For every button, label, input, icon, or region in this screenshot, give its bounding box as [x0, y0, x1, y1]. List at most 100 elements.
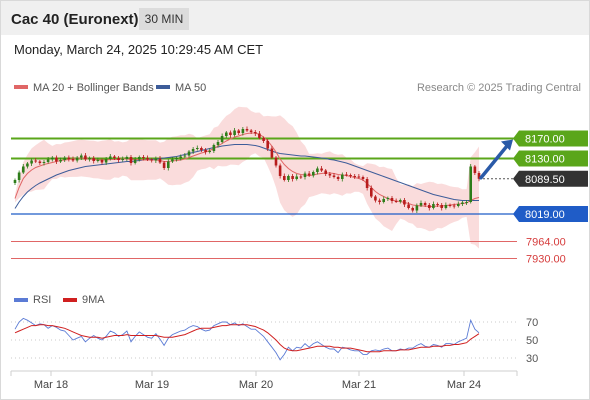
candle-body	[448, 205, 452, 206]
candle	[428, 203, 431, 211]
header-bar: Cac 40 (Euronext) 30 MIN	[1, 1, 589, 35]
candle-body	[220, 136, 224, 142]
candle	[374, 195, 377, 203]
candle	[403, 198, 406, 207]
candle	[407, 202, 410, 210]
rsi-tick-label: 50	[526, 335, 538, 347]
candle-body	[225, 132, 228, 136]
candle-body	[84, 155, 87, 160]
x-tick-label: Mar 20	[239, 379, 273, 391]
candle-body	[104, 159, 108, 163]
candle-body	[378, 200, 381, 202]
candle	[266, 139, 269, 151]
candle	[444, 202, 448, 210]
candle-body	[191, 149, 195, 152]
candle	[92, 156, 95, 164]
x-axis: Mar 18 Mar 19 Mar 20 Mar 21 Mar 24	[10, 371, 518, 391]
candle-body	[303, 173, 307, 177]
candle	[233, 128, 236, 137]
candle-body	[13, 180, 17, 183]
rsi-plot-area: 70 50 30	[11, 317, 538, 365]
candle-body	[295, 176, 298, 179]
candle-body	[336, 177, 340, 179]
rsi-tick-label: 30	[526, 353, 538, 365]
candle	[473, 165, 477, 175]
candle-body	[175, 158, 178, 160]
candle-body	[274, 157, 278, 166]
candle-body	[316, 168, 319, 172]
candle-body	[328, 174, 332, 176]
candle-body	[96, 160, 100, 161]
candle	[13, 178, 17, 185]
candle	[469, 164, 472, 204]
candle-body	[390, 198, 394, 201]
candle	[419, 200, 423, 207]
candle-body	[266, 141, 269, 149]
candle-body	[278, 165, 282, 176]
candle	[196, 145, 199, 151]
candle	[386, 196, 390, 201]
candle-body	[411, 208, 414, 211]
candle	[88, 156, 91, 162]
candle-body	[307, 173, 311, 176]
candle-body	[34, 160, 37, 162]
candle	[312, 170, 315, 178]
candle	[183, 153, 187, 158]
candle	[96, 157, 100, 163]
candle-body	[469, 166, 472, 202]
candle	[216, 140, 220, 148]
candle-body	[196, 148, 199, 149]
candle	[158, 156, 162, 164]
candle	[287, 174, 290, 182]
support-tag-bg	[513, 206, 588, 222]
rsi-ma-legend-swatch	[63, 298, 77, 302]
candle	[415, 203, 419, 213]
candle	[283, 173, 286, 182]
candle	[477, 171, 481, 182]
candle-body	[423, 203, 427, 205]
candle	[142, 155, 145, 161]
candle	[191, 147, 195, 154]
x-tick-label: Mar 19	[135, 379, 169, 391]
resistance-price-tag: 8130.00	[513, 150, 588, 167]
candle	[38, 160, 42, 165]
candle	[179, 154, 182, 161]
timeframe-badge[interactable]: 30 MIN	[139, 8, 189, 30]
candle-body	[312, 172, 315, 176]
support-price-tag: 8019.00	[513, 206, 588, 222]
candle-body	[92, 158, 95, 161]
candle-body	[394, 201, 398, 202]
candle-body	[59, 160, 62, 162]
candle-body	[444, 205, 448, 208]
candle-body	[142, 157, 145, 158]
candle-body	[254, 132, 257, 134]
candle	[341, 172, 344, 182]
support-tag-label: 8019.00	[525, 209, 565, 221]
candle-body	[150, 159, 153, 161]
candle-body	[386, 198, 390, 199]
candle-body	[42, 162, 46, 163]
candle	[80, 153, 83, 160]
candle-body	[349, 175, 352, 176]
bollinger-band	[15, 106, 479, 249]
instrument-title: Cac 40 (Euronext)	[11, 11, 139, 28]
candle-body	[324, 170, 327, 174]
candle-body	[26, 163, 29, 167]
x-tick-label: Mar 24	[447, 379, 481, 391]
candle-body	[167, 161, 170, 168]
candle	[291, 174, 294, 182]
candle	[378, 198, 381, 205]
target-price-label: 7964.00	[526, 237, 566, 249]
candle-body	[399, 200, 402, 202]
candle	[204, 148, 207, 155]
candle-body	[241, 129, 245, 133]
resistance-tag-label: 8170.00	[525, 134, 565, 146]
rsi-legend-swatch	[14, 298, 28, 302]
candle	[133, 157, 137, 165]
candle-body	[415, 205, 419, 211]
candle-body	[17, 172, 21, 180]
candle	[51, 156, 54, 162]
candle-body	[51, 157, 54, 160]
candle-body	[55, 157, 58, 162]
